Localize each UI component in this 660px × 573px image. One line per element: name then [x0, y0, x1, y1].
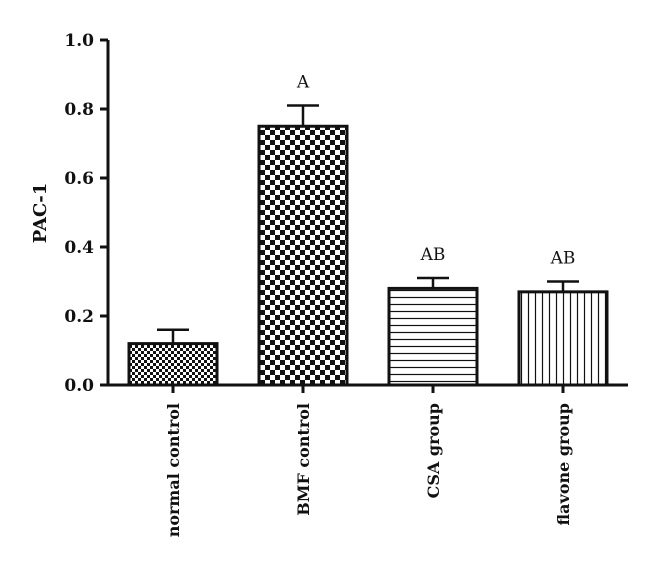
- x-axis: normal control BMF control CSA group flavon…: [108, 383, 628, 537]
- y-tick-label: 0.0: [64, 376, 94, 396]
- error-bar: [417, 276, 449, 289]
- y-axis: 0.0 0.2 0.4 0.6 0.8 1.0: [64, 31, 110, 396]
- y-tick-label: 0.6: [64, 169, 94, 189]
- error-bar: [157, 328, 189, 344]
- bar-bmf-control: [257, 124, 349, 387]
- y-tick-label: 0.2: [64, 307, 94, 327]
- significance-label: AB: [550, 249, 576, 269]
- x-tick-label: flavone group: [554, 403, 573, 525]
- bars: A AB AB: [127, 73, 609, 387]
- y-tick-label: 0.8: [64, 100, 94, 120]
- bar-csa-group: [387, 286, 479, 387]
- x-tick-label: BMF control: [294, 403, 313, 516]
- error-bar: [547, 280, 579, 292]
- bar-flavone-group: [517, 290, 609, 387]
- y-tick-label: 0.4: [64, 238, 94, 258]
- y-tick-label: 1.0: [64, 31, 94, 51]
- bar-normal-control: [127, 342, 219, 387]
- error-bar: [287, 104, 319, 127]
- significance-label: A: [296, 73, 310, 93]
- significance-label: AB: [420, 245, 446, 265]
- x-tick-label: normal control: [164, 403, 183, 537]
- y-axis-title: PAC-1: [30, 183, 51, 244]
- x-tick-label: CSA group: [424, 403, 443, 498]
